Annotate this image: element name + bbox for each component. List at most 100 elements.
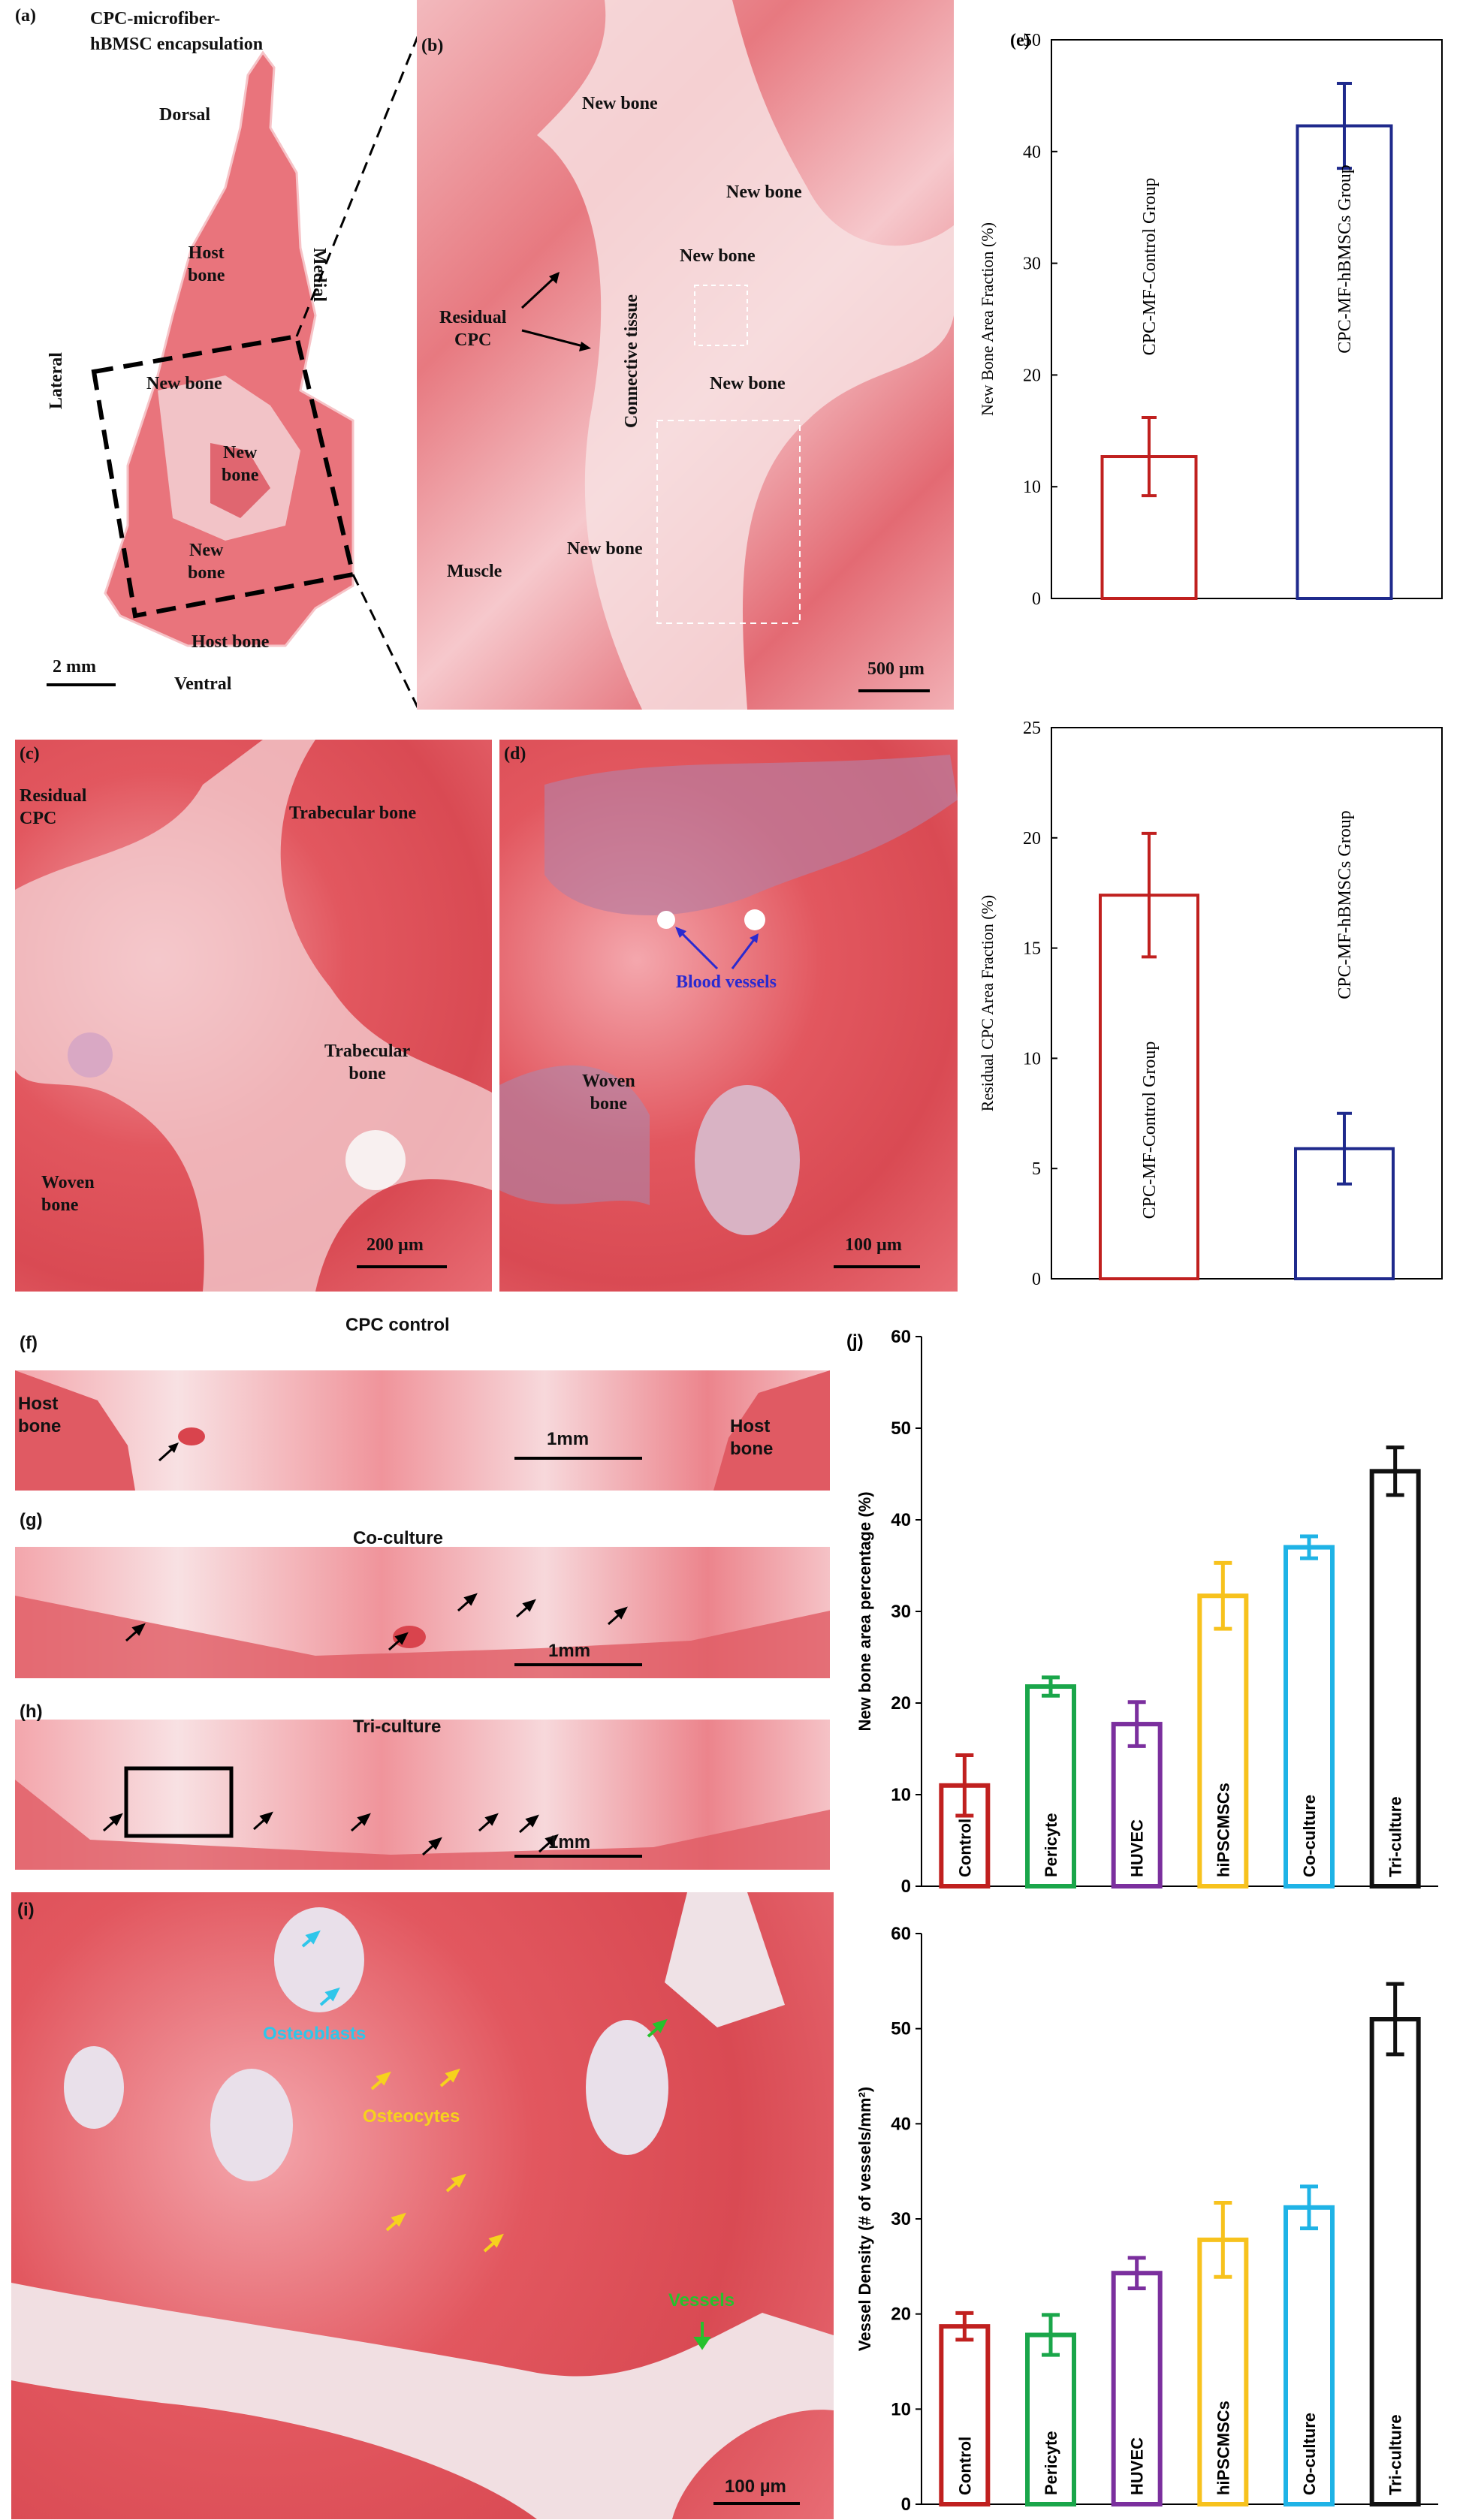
- e-category-label-0: CPC-MF-Control Group: [1140, 178, 1160, 356]
- j-category-label-5: Tri-culture: [1386, 1796, 1405, 1877]
- j-category-label-3: hiPSCMSCs: [1214, 1783, 1232, 1877]
- b-new-bone-4: New bone: [710, 374, 786, 393]
- panel-b-scale-label: 500 µm: [867, 659, 925, 679]
- c-residual-cpc: Residual CPC: [20, 786, 87, 828]
- panel-g-texture: [15, 1506, 830, 1678]
- new-bone-label-1: New bone: [146, 374, 222, 393]
- e-ytick-label-40: 40: [1023, 143, 1041, 162]
- panel-c-scale-bar: [357, 1265, 447, 1268]
- panel-a-zoom-box: [91, 333, 356, 619]
- panel-h-scale-bar: [514, 1855, 642, 1858]
- h-arrows: [103, 1811, 559, 1856]
- residual-y-axis-title: Residual CPC Area Fraction (%): [978, 895, 997, 1111]
- d-woven: Woven bone: [582, 1072, 635, 1114]
- j-y-axis-title: New bone area percentage (%): [855, 1491, 874, 1731]
- residual-ytick-label-20: 20: [1023, 829, 1041, 849]
- residual-category-label-1: CPC-MF-hBMSCs Group: [1335, 810, 1355, 999]
- e-panel-letter: (e): [1010, 31, 1030, 50]
- residual-ytick-label-25: 25: [1023, 719, 1041, 738]
- panel-g-scale-bar: [514, 1663, 642, 1666]
- i-osteoblasts: Osteoblasts: [263, 2024, 367, 2044]
- chart-j-new-bone-percentage: (j) 0 10 20 30 40 50 60 New bone area percentage…: [846, 1327, 1438, 1897]
- panel-h-texture: [15, 1697, 830, 1870]
- f-host-right: Host bone: [730, 1416, 774, 1459]
- j-category-label-0: Control: [955, 1819, 974, 1877]
- panel-b-image: (b) New bone New bone New bone New bone …: [417, 0, 954, 710]
- panel-c-texture: [15, 740, 492, 1292]
- panel-g-letter: (g): [20, 1510, 43, 1530]
- panel-i-texture: [11, 1892, 834, 2519]
- panel-d-scale-label: 100 µm: [845, 1235, 902, 1255]
- panel-h-scale-label: 1mm: [548, 1832, 591, 1852]
- k-ytick-label-0: 0: [901, 2494, 911, 2515]
- panel-i-scale-bar: [713, 2502, 800, 2505]
- panel-a-letter: (a): [15, 6, 36, 26]
- chart-k-vessel-density: 0 10 20 30 40 50 60 Vessel Density (# of vessel…: [855, 1924, 1438, 2515]
- panel-i-letter: (i): [17, 1900, 35, 1920]
- e-ytick-label-30: 30: [1023, 255, 1041, 274]
- panel-g-title: Co-culture: [353, 1528, 443, 1548]
- k-category-label-0: Control: [955, 2437, 974, 2495]
- j-ytick-label-10: 10: [891, 1785, 911, 1805]
- e-ytick-label-0: 0: [1032, 589, 1041, 609]
- panel-f-texture: [15, 1310, 830, 1491]
- j-ytick-label-50: 50: [891, 1418, 911, 1439]
- chart-e-new-bone-area: (e) 0 10 20 30 40 50 New Bone Area Fraction (%)…: [978, 31, 1443, 609]
- panel-h-letter: (h): [20, 1702, 43, 1722]
- panel-f-scale-bar: [514, 1457, 642, 1460]
- e-ytick-label-10: 10: [1023, 478, 1041, 497]
- j-category-label-1: Pericyte: [1042, 1813, 1060, 1877]
- j-ytick-label-0: 0: [901, 1876, 911, 1897]
- j-bar-1: [1025, 1684, 1076, 1888]
- chart-residual-cpc-area: 0 5 10 15 20 25 Residual CPC Area Fraction (%)…: [978, 719, 1443, 1289]
- residual-ytick-label-5: 5: [1032, 1159, 1041, 1179]
- k-ytick-label-30: 30: [891, 2209, 911, 2229]
- residual-ytick-label-10: 10: [1023, 1049, 1041, 1069]
- e-ytick-label-20: 20: [1023, 366, 1041, 385]
- c-woven: Woven bone: [41, 1173, 95, 1215]
- host-bone-bottom-label: Host bone: [192, 632, 270, 652]
- k-category-label-4: Co-culture: [1300, 2413, 1319, 2495]
- j-panel-letter: (j): [846, 1331, 864, 1352]
- j-ytick-label-30: 30: [891, 1602, 911, 1622]
- e-y-axis-title: New Bone Area Fraction (%): [978, 222, 997, 416]
- panel-d-scale-bar: [834, 1265, 920, 1268]
- panel-g-scale-label: 1mm: [548, 1641, 591, 1661]
- j-ytick-label-60: 60: [891, 1327, 911, 1347]
- k-category-label-3: hiPSCMSCs: [1214, 2401, 1232, 2495]
- panel-b-letter: (b): [421, 36, 444, 56]
- panel-g-image: (g) Co-culture 1mm: [15, 1506, 830, 1678]
- e-category-label-1: CPC-MF-hBMSCs Group: [1335, 164, 1355, 353]
- panel-f-image: (f) CPC control Host bone Host bone 1mm: [15, 1310, 830, 1491]
- panel-f-letter: (f): [20, 1333, 38, 1353]
- k-category-label-5: Tri-culture: [1386, 2414, 1405, 2495]
- panel-a-scale-label: 2 mm: [53, 657, 96, 677]
- b-new-bone-top: New bone: [582, 94, 658, 113]
- k-category-label-2: HUVEC: [1128, 2437, 1147, 2495]
- j-category-label-4: Co-culture: [1300, 1795, 1319, 1877]
- panel-b-texture: [537, 0, 954, 710]
- c-trabecular-1: Trabecular bone: [289, 803, 417, 823]
- panel-b-scale-bar: [858, 689, 930, 692]
- j-bar-3: [1197, 1593, 1249, 1888]
- j-category-label-2: HUVEC: [1128, 1819, 1147, 1877]
- panel-i-image: (i) Osteoblasts Osteocytes Vessels 100 µ…: [11, 1892, 834, 2519]
- k-ytick-label-20: 20: [891, 2304, 911, 2325]
- i-arrows: [301, 1930, 711, 2350]
- k-y-axis-title: Vessel Density (# of vessels/mm²): [855, 2087, 874, 2351]
- d-blood-vessels: Blood vessels: [676, 972, 777, 992]
- j-bar-2: [1111, 1722, 1163, 1888]
- b-new-bone-5: New bone: [567, 539, 643, 559]
- panel-c-letter: (c): [20, 744, 40, 764]
- panel-h-image: (h) Tri-culture 1mm: [15, 1697, 830, 1870]
- panel-i-scale-label: 100 µm: [725, 2476, 786, 2497]
- panel-a-title: CPC-microfiber- hBMSC encapsulation: [90, 9, 264, 54]
- k-ytick-label-40: 40: [891, 2114, 911, 2134]
- new-bone-label-2: New bone: [222, 443, 259, 485]
- b-residual-cpc: Residual CPC: [439, 308, 507, 350]
- panel-a-scale-bar: [47, 683, 116, 686]
- f-arrow: [158, 1442, 179, 1462]
- panel-d-image: (d) Blood vessels Woven bone 100 µm: [499, 740, 958, 1292]
- d-vessel-arrows: [675, 927, 759, 970]
- k-category-label-1: Pericyte: [1042, 2431, 1060, 2495]
